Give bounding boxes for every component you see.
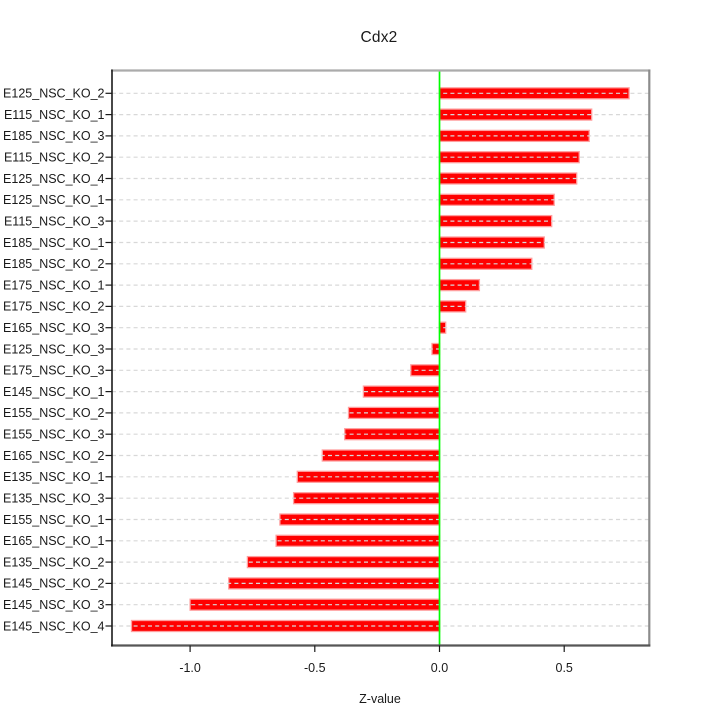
y-axis-category-label: E135_NSC_KO_3 [3, 492, 105, 506]
y-axis-category-label: E175_NSC_KO_2 [3, 300, 105, 314]
y-axis-category-label: E185_NSC_KO_1 [3, 236, 105, 250]
plot-area: E125_NSC_KO_2 E115_NSC_KO_1 E185_NSC_KO_3 E… [3, 69, 651, 675]
y-axis-category-label: E175_NSC_KO_1 [3, 278, 105, 292]
y-axis-category-label: E135_NSC_KO_2 [3, 555, 105, 569]
y-axis-category-label: E155_NSC_KO_3 [3, 428, 105, 442]
y-axis-category-label: E125_NSC_KO_2 [3, 87, 105, 101]
y-axis-category-label: E165_NSC_KO_1 [3, 534, 105, 548]
y-axis-category-label: E115_NSC_KO_2 [4, 151, 105, 165]
y-axis-category-label: E155_NSC_KO_1 [3, 513, 105, 527]
y-axis-category-label: E135_NSC_KO_1 [3, 470, 105, 484]
y-axis-category-label: E155_NSC_KO_2 [3, 406, 105, 420]
y-axis-category-label: E115_NSC_KO_1 [4, 108, 105, 122]
y-axis-category-label: E145_NSC_KO_2 [3, 577, 105, 591]
x-tick-label: 0.0 [431, 661, 448, 675]
y-axis-category-label: E175_NSC_KO_3 [3, 364, 105, 378]
y-axis-category-label: E185_NSC_KO_3 [3, 129, 105, 143]
bar [438, 236, 545, 249]
y-axis-category-label: E125_NSC_KO_3 [3, 342, 105, 356]
y-axis-category-label: E145_NSC_KO_4 [3, 619, 105, 633]
y-axis-category-label: E165_NSC_KO_3 [3, 321, 105, 335]
x-tick-label: 0.5 [556, 661, 573, 675]
y-axis-category-label: E145_NSC_KO_1 [3, 385, 105, 399]
chart-title: Cdx2 [361, 29, 398, 46]
y-axis-category-label: E185_NSC_KO_2 [3, 257, 105, 271]
y-axis-category-label: E145_NSC_KO_3 [3, 598, 105, 612]
x-axis-title: Z-value [359, 692, 401, 706]
y-axis-category-label: E125_NSC_KO_1 [3, 193, 105, 207]
y-axis-category-label: E165_NSC_KO_2 [3, 449, 105, 463]
x-tick-label: -1.0 [179, 661, 201, 675]
y-axis-category-label: E125_NSC_KO_4 [3, 172, 105, 186]
x-tick-label: -0.5 [304, 661, 326, 675]
y-axis-category-label: E115_NSC_KO_3 [4, 214, 105, 228]
